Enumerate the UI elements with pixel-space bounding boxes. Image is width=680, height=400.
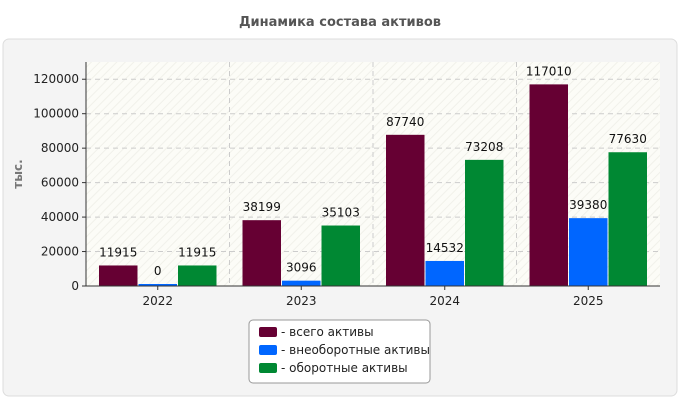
data-label: 35103 [322, 206, 360, 220]
y-tick-label: 20000 [41, 245, 79, 259]
y-tick-label: 40000 [41, 210, 79, 224]
x-tick-label: 2025 [573, 294, 604, 308]
bar-2023-series-1 [282, 280, 321, 286]
bar-2025-series-0 [529, 84, 568, 286]
y-tick-label: 0 [71, 279, 79, 293]
legend-swatch [259, 327, 277, 337]
data-label: 39380 [569, 198, 607, 212]
data-label: 117010 [526, 64, 572, 78]
x-axis-ticks: 2022 2023 2024 2025 [142, 286, 604, 308]
data-label: 73208 [465, 140, 503, 154]
y-tick-label: 120000 [33, 72, 79, 86]
legend-swatch [259, 345, 277, 355]
bar-2024-series-0 [386, 134, 425, 286]
data-label: 87740 [386, 115, 424, 129]
data-label: 38199 [243, 200, 281, 214]
y-tick-label: 100000 [33, 107, 79, 121]
x-tick-label: 2024 [429, 294, 460, 308]
x-tick-label: 2022 [142, 294, 173, 308]
data-label: 3096 [286, 261, 317, 275]
bars [99, 84, 647, 286]
legend: - всего активы - внеоборотные активы - обо… [248, 319, 431, 384]
bar-2024-series-1 [425, 260, 464, 286]
legend-box [248, 319, 431, 384]
chart-title: Динамика состава активов [239, 15, 441, 30]
y-axis-label: тыс. [11, 159, 25, 188]
legend-swatch [259, 363, 277, 373]
bar-2023-series-2 [321, 225, 360, 286]
bar-2025-series-2 [608, 152, 647, 286]
y-axis-ticks: 0 20000 40000 60000 80000 100000 120000 [33, 72, 86, 293]
bar-2024-series-2 [465, 159, 504, 286]
y-tick-label: 60000 [41, 176, 79, 190]
legend-label: - внеоборотные активы [281, 343, 430, 357]
bar-2025-series-1 [569, 218, 608, 286]
data-label: 11915 [178, 245, 216, 259]
data-label: 11915 [99, 245, 137, 259]
legend-label: - оборотные активы [281, 361, 408, 375]
bar-2022-series-2 [178, 265, 217, 286]
bar-2022-series-1 [138, 284, 177, 286]
bar-2022-series-0 [99, 265, 138, 286]
bar-labels: 11915 0 11915 38199 3096 35103 87740 14532 73208… [99, 64, 647, 278]
bar-2023-series-0 [242, 220, 281, 286]
data-label: 77630 [609, 132, 647, 146]
data-label: 0 [154, 264, 162, 278]
legend-label: - всего активы [281, 325, 374, 339]
x-tick-label: 2023 [286, 294, 317, 308]
data-label: 14532 [426, 241, 464, 255]
y-tick-label: 80000 [41, 141, 79, 155]
